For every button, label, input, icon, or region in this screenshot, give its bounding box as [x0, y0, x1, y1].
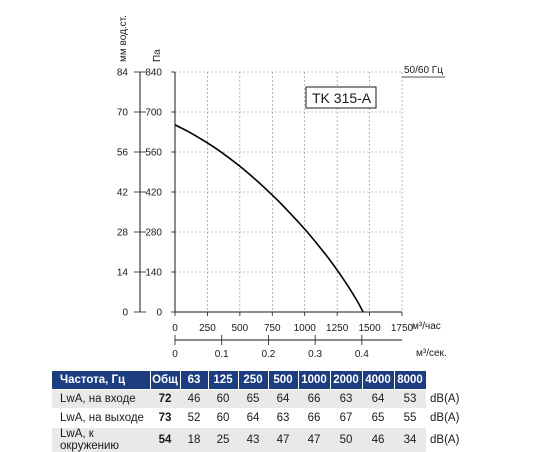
row-band-value: 52	[180, 409, 208, 428]
row-band-value: 46	[362, 428, 394, 452]
row-label: LwA, на входе	[52, 390, 150, 409]
x-tick-label-h: 750	[264, 323, 281, 334]
row-total: 72	[150, 390, 180, 409]
y-tick-label-mm: 84	[117, 68, 129, 79]
y-tick-label-pa: 140	[145, 268, 162, 279]
row-band-value: 63	[330, 390, 362, 409]
y-tick-label-pa: 560	[145, 148, 162, 159]
row-band-value: 66	[298, 390, 330, 409]
y-unit-left: мм вод.ст.	[118, 15, 129, 62]
x-tick-label-h: 0	[172, 323, 178, 334]
row-band-value: 43	[238, 428, 268, 452]
row-band-value: 18	[180, 428, 208, 452]
axes	[134, 72, 402, 345]
row-band-value: 64	[362, 390, 394, 409]
x-tick-label-s: 0.4	[355, 349, 369, 360]
row-band-value: 64	[238, 409, 268, 428]
x-tick-label-s: 0	[172, 349, 178, 360]
row-total: 54	[150, 428, 180, 452]
x-tick-label-h: 1000	[294, 323, 317, 334]
row-unit: dB(A)	[426, 409, 470, 428]
x-tick-label-s: 0.1	[215, 349, 229, 360]
header-band: 250	[238, 371, 268, 390]
x-tick-label-h: 250	[199, 323, 216, 334]
row-band-value: 47	[298, 428, 330, 452]
y-tick-label-mm: 70	[117, 108, 129, 119]
header-band: 4000	[362, 371, 394, 390]
y-tick-label-pa: 420	[145, 188, 162, 199]
x-tick-label-h: 1500	[358, 323, 381, 334]
header-band: 1000	[298, 371, 330, 390]
y-tick-label-mm: 28	[117, 228, 129, 239]
row-band-value: 55	[394, 409, 426, 428]
y-tick-label-mm: 42	[117, 188, 129, 199]
x-tick-label-h: 1250	[326, 323, 349, 334]
x-unit-flow-s: м³/сек.	[416, 348, 447, 359]
header-band: 125	[208, 371, 238, 390]
row-band-value: 63	[268, 409, 298, 428]
row-band-value: 46	[180, 390, 208, 409]
row-band-value: 25	[208, 428, 238, 452]
x-tick-label-s: 0.3	[308, 349, 322, 360]
frequency-note: 50/60 Гц	[404, 65, 443, 76]
row-label: LwA, на выходе	[52, 409, 150, 428]
row-band-value: 47	[268, 428, 298, 452]
header-band: Общ	[150, 371, 180, 390]
performance-curve	[175, 125, 363, 312]
row-band-value: 60	[208, 409, 238, 428]
x-tick-label-s: 0.2	[261, 349, 275, 360]
header-frequency: Частота, Гц	[52, 371, 150, 390]
row-unit: dB(A)	[426, 390, 470, 409]
y-tick-label-pa: 700	[145, 108, 162, 119]
row-unit: dB(A)	[426, 428, 470, 452]
row-band-value: 60	[208, 390, 238, 409]
row-band-value: 64	[268, 390, 298, 409]
header-unit-spacer	[426, 371, 470, 390]
row-label: LwA, к окружению	[52, 428, 150, 452]
y-tick-label-mm: 0	[122, 308, 128, 319]
row-band-value: 53	[394, 390, 426, 409]
header-band: 500	[268, 371, 298, 390]
header-band: 63	[180, 371, 208, 390]
header-band: 2000	[330, 371, 362, 390]
row-band-value: 65	[238, 390, 268, 409]
model-label: TK 315-A	[312, 90, 372, 106]
row-band-value: 66	[298, 409, 330, 428]
y-tick-label-mm: 14	[117, 268, 129, 279]
y-unit-right: Па	[152, 49, 163, 62]
row-total: 73	[150, 409, 180, 428]
y-tick-label-pa: 840	[145, 68, 162, 79]
y-tick-label-pa: 0	[156, 308, 162, 319]
x-tick-label-h: 500	[232, 323, 249, 334]
header-band: 8000	[394, 371, 426, 390]
y-tick-label-mm: 56	[117, 148, 129, 159]
row-band-value: 67	[330, 409, 362, 428]
y-tick-label-pa: 280	[145, 228, 162, 239]
row-band-value: 65	[362, 409, 394, 428]
row-band-value: 50	[330, 428, 362, 452]
x-tick-label-h: 1750	[391, 323, 414, 334]
row-band-value: 34	[394, 428, 426, 452]
x-unit-flow-h: м³/час	[412, 321, 441, 332]
